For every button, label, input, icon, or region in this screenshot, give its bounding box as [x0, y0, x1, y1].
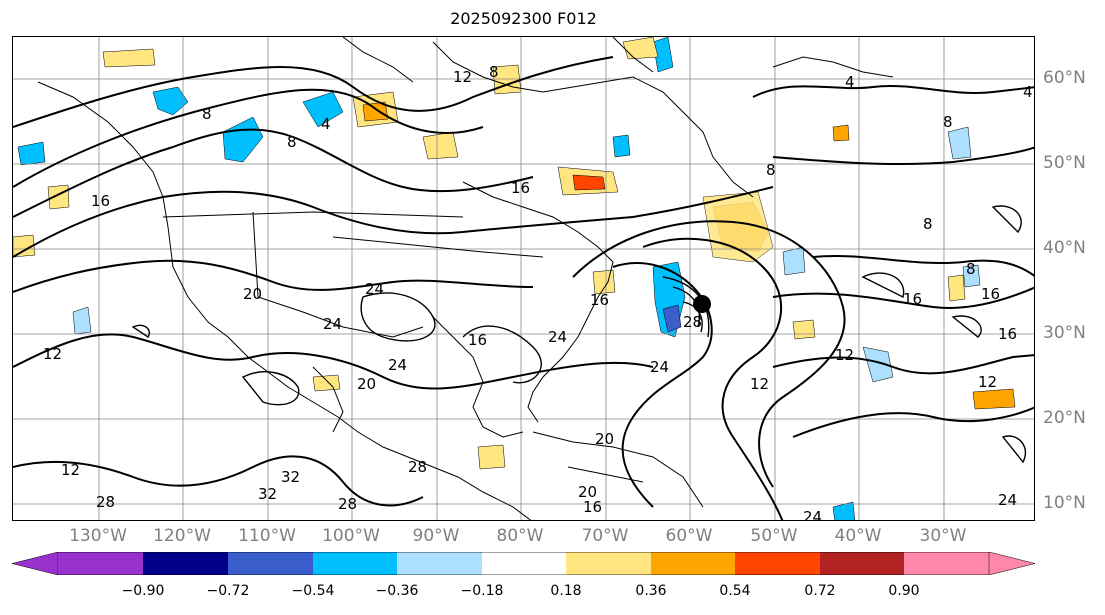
- colorbar-tick: −0.36: [375, 583, 419, 599]
- colorbar-tick: 0.54: [719, 583, 751, 599]
- contour-label: 16: [583, 498, 602, 516]
- colorbar-tick: 0.90: [888, 583, 920, 599]
- lat-label: 50°N: [1043, 153, 1086, 173]
- colorbar-segment: [58, 552, 143, 575]
- colorbar-segment: [566, 552, 651, 575]
- contour-label: 16: [903, 290, 922, 308]
- contour-label: 8: [202, 105, 212, 123]
- contour-label: 4: [845, 73, 855, 91]
- colorbar-segment: [904, 552, 989, 575]
- contour-label: 16: [981, 285, 1000, 303]
- colorbar-segment: [820, 552, 904, 575]
- lat-label: 60°N: [1043, 68, 1086, 88]
- lon-label: 60°W: [665, 526, 713, 546]
- contour-label: 20: [243, 285, 262, 303]
- colorbar-extend-low: [11, 551, 59, 576]
- lat-label: 40°N: [1043, 238, 1086, 258]
- colorbar-tick: −0.72: [206, 583, 250, 599]
- contour-labels: 12 8 8 4 8 4 16 8 16 20 24 24 16 24 20 2…: [43, 63, 1033, 521]
- lon-label: 130°W: [69, 526, 127, 546]
- storm-center-marker: [693, 295, 711, 313]
- lon-label: 120°W: [153, 526, 211, 546]
- lon-label: 110°W: [238, 526, 296, 546]
- contour-label: 24: [998, 491, 1017, 509]
- contour-label: 16: [91, 192, 110, 210]
- contour-label: 8: [766, 161, 776, 179]
- contour-label: 4: [1023, 83, 1033, 101]
- colorbar-tick: 0.18: [550, 583, 582, 599]
- contour-label: 16: [468, 331, 487, 349]
- colorbar-segment: [313, 552, 397, 575]
- contour-label: 24: [803, 508, 822, 521]
- shaded-field: [17, 37, 981, 520]
- lon-label: 90°W: [412, 526, 460, 546]
- contour-label: 8: [489, 63, 499, 81]
- contour-label: 12: [978, 373, 997, 391]
- map-title: 2025092300 F012: [450, 9, 597, 28]
- contours: [13, 56, 1034, 520]
- contour-label: 28: [408, 458, 427, 476]
- contour-label: 8: [287, 133, 297, 151]
- lat-label: 10°N: [1043, 493, 1086, 513]
- contour-label: 32: [258, 485, 277, 503]
- contour-label: 4: [321, 115, 331, 133]
- latitude-axis: 60°N 50°N 40°N 30°N 20°N 10°N: [1043, 0, 1103, 615]
- contour-label: 24: [323, 315, 342, 333]
- contour-label: 16: [511, 179, 530, 197]
- colorbar-tick: 0.72: [804, 583, 836, 599]
- contour-label: 8: [943, 113, 953, 131]
- colorbar-extend-high: [988, 551, 1036, 576]
- colorbar-segment: [482, 552, 566, 575]
- colorbar-tick: −0.18: [460, 583, 504, 599]
- graticule: [13, 37, 1034, 520]
- shading-blue-pacific-ne: [152, 86, 189, 116]
- map-svg: 12 8 8 4 8 4 16 8 16 20 24 24 16 24 20 2…: [13, 37, 1034, 521]
- lon-label: 30°W: [919, 526, 967, 546]
- colorbar-segment: [143, 552, 228, 575]
- contour-label: 24: [548, 328, 567, 346]
- colorbar-segment: [651, 552, 735, 575]
- contour-label: 12: [61, 461, 80, 479]
- colorbar-tick: −0.54: [291, 583, 335, 599]
- contour-label: 12: [750, 375, 769, 393]
- contour-label: 32: [281, 468, 300, 486]
- contour-label: 24: [365, 280, 384, 298]
- contour-label: 12: [453, 68, 472, 86]
- colorbar-tick: −0.90: [121, 583, 165, 599]
- contour-label: 8: [923, 215, 933, 233]
- contour-label: 24: [650, 358, 669, 376]
- lat-label: 20°N: [1043, 408, 1086, 428]
- lon-label: 40°W: [834, 526, 882, 546]
- colorbar-segment: [397, 552, 482, 575]
- contour-label: 28: [683, 313, 702, 331]
- lon-label: 50°W: [750, 526, 798, 546]
- colorbar-segment: [228, 552, 313, 575]
- contour-label: 12: [43, 345, 62, 363]
- lat-label: 30°N: [1043, 323, 1086, 343]
- map-panel: 12 8 8 4 8 4 16 8 16 20 24 24 16 24 20 2…: [12, 36, 1035, 521]
- contour-label: 16: [590, 291, 609, 309]
- contour-label: 24: [388, 356, 407, 374]
- colorbar-tick: 0.36: [635, 583, 667, 599]
- colorbar: [11, 551, 1036, 576]
- contour-label: 12: [835, 346, 854, 364]
- coastlines: [37, 37, 894, 520]
- lon-label: 70°W: [581, 526, 629, 546]
- contour-label: 16: [998, 325, 1017, 343]
- colorbar-ticks: −0.90 −0.72 −0.54 −0.36 −0.18 0.18 0.36 …: [0, 583, 1105, 603]
- colorbar-segment: [735, 552, 820, 575]
- contour-label: 28: [96, 493, 115, 511]
- contour-label: 20: [578, 483, 597, 501]
- lon-label: 100°W: [322, 526, 380, 546]
- contour-label: 28: [338, 495, 357, 513]
- longitude-axis: 130°W 120°W 110°W 100°W 90°W 80°W 70°W 6…: [0, 526, 1105, 550]
- contour-label: 8: [966, 260, 976, 278]
- shaded-field-warm: [13, 37, 1016, 470]
- contour-label: 20: [595, 430, 614, 448]
- contour-label: 20: [357, 375, 376, 393]
- lon-label: 80°W: [496, 526, 544, 546]
